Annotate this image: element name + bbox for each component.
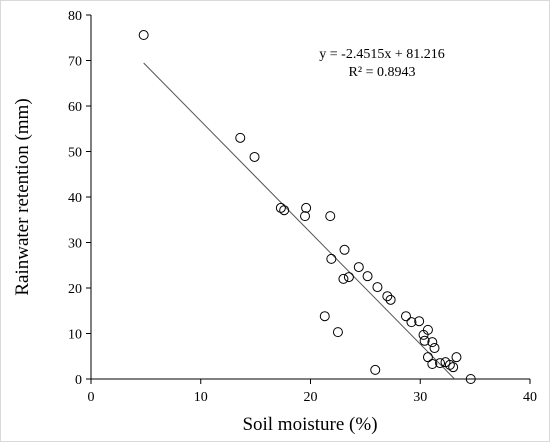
y-tick-label: 0 <box>75 373 82 388</box>
point <box>400 311 411 322</box>
y-tick-label: 40 <box>68 191 82 206</box>
point <box>235 132 246 143</box>
y-tick-label: 60 <box>68 100 82 115</box>
trend-equation: y = -2.4515x + 81.216 <box>319 47 444 62</box>
point <box>422 352 433 363</box>
point <box>427 358 438 369</box>
point <box>427 337 438 348</box>
point <box>343 272 354 283</box>
point <box>435 358 446 369</box>
point <box>451 352 462 363</box>
point <box>422 324 433 335</box>
point <box>319 311 330 322</box>
point <box>339 244 350 255</box>
point <box>325 211 336 222</box>
x-tick-label: 0 <box>88 390 95 405</box>
point <box>444 359 455 370</box>
point <box>429 343 440 354</box>
point <box>332 327 343 338</box>
y-tick-label: 70 <box>68 55 82 70</box>
x-tick-label: 40 <box>523 390 537 405</box>
point <box>249 151 260 162</box>
point <box>301 202 312 213</box>
x-tick-label: 20 <box>304 390 318 405</box>
trendline <box>143 62 455 380</box>
y-tick-label: 50 <box>68 146 82 161</box>
x-axis-label: Soil moisture (%) <box>242 414 377 435</box>
point <box>372 282 383 293</box>
y-tick-label: 30 <box>68 237 82 252</box>
point <box>326 253 337 264</box>
x-tick-label: 30 <box>413 390 427 405</box>
point <box>353 262 364 273</box>
y-tick-label: 80 <box>68 9 82 24</box>
point <box>275 202 286 213</box>
point <box>382 291 393 302</box>
y-tick-label: 20 <box>68 282 82 297</box>
y-tick-label: 10 <box>68 328 82 343</box>
x-tick-label: 10 <box>194 390 208 405</box>
point <box>414 316 425 327</box>
point <box>300 211 311 222</box>
point <box>406 317 417 328</box>
point <box>448 362 459 373</box>
trend-r2: R² = 0.8943 <box>349 65 416 80</box>
point <box>279 205 290 216</box>
point <box>370 364 381 375</box>
point <box>419 335 430 346</box>
point <box>138 30 149 41</box>
point <box>465 374 476 384</box>
point <box>385 294 396 305</box>
point <box>338 273 349 284</box>
point <box>362 271 373 282</box>
y-axis-label: Rainwater retention (mm) <box>12 98 33 295</box>
